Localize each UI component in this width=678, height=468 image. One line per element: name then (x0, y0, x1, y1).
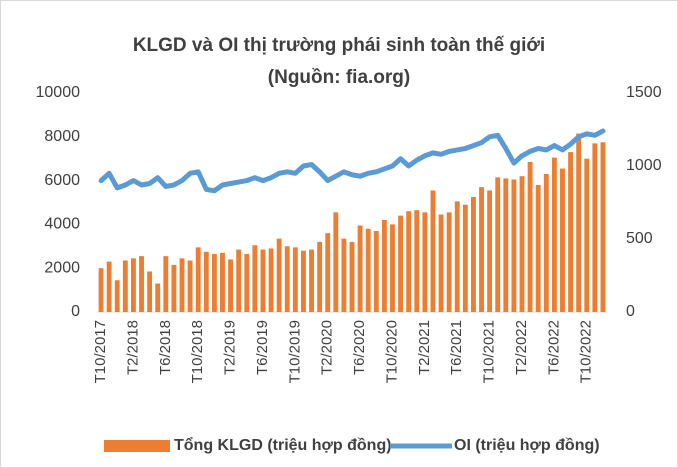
bar (122, 260, 128, 312)
bar (131, 258, 136, 312)
bar (503, 178, 509, 312)
bar (98, 268, 104, 312)
bar (163, 256, 169, 312)
bar (381, 220, 387, 312)
x-tick-label: T6/2020 (351, 320, 368, 375)
bar (414, 210, 420, 312)
x-tick-label: T6/2021 (448, 320, 465, 375)
bar (495, 177, 501, 312)
bar (576, 133, 582, 312)
y2-tick-label: 0 (626, 303, 635, 320)
bar (592, 143, 598, 312)
bar (471, 197, 476, 312)
bar (187, 260, 193, 312)
x-tick-label: T10/2020 (383, 320, 400, 383)
x-tick-label: T6/2019 (254, 320, 271, 375)
y-tick-label: 2000 (44, 259, 80, 276)
bar (568, 152, 573, 312)
x-tick-label: T10/2022 (578, 320, 595, 383)
x-tick-label: T2/2020 (319, 320, 336, 375)
bar (479, 187, 484, 312)
bar (155, 283, 161, 312)
bar (114, 280, 120, 312)
x-tick-label: T10/2017 (92, 320, 109, 383)
bar (284, 246, 290, 312)
y2-tick-label: 1000 (626, 157, 662, 174)
bar (341, 238, 347, 312)
x-tick-label: T10/2019 (286, 320, 303, 383)
y-tick-label: 6000 (44, 172, 80, 189)
bar (551, 157, 557, 312)
bar (462, 204, 468, 312)
bar (365, 228, 371, 312)
bar (106, 261, 112, 312)
line (98, 128, 606, 194)
bar (535, 184, 541, 312)
bar (195, 247, 201, 312)
bar (244, 253, 250, 312)
bar (301, 250, 306, 312)
bar (390, 224, 395, 312)
bar (268, 248, 274, 312)
y-tick-label: 10000 (36, 84, 81, 101)
legend-label: Tổng KLGD (triệu hợp đồng) (174, 436, 392, 454)
y-tick-label: 0 (71, 303, 80, 320)
bar (292, 247, 298, 312)
y2-tick-label: 500 (626, 230, 653, 247)
bar (446, 212, 452, 312)
bar (317, 241, 323, 312)
x-tick-label: T6/2022 (545, 320, 562, 375)
bar (220, 252, 225, 312)
bar (228, 259, 233, 312)
bar (560, 168, 565, 312)
y2-tick-label: 1500 (626, 84, 662, 101)
bar (203, 251, 209, 312)
chart-subtitle: (Nguồn: fia.org) (268, 67, 410, 88)
bar (147, 271, 153, 312)
bar (511, 179, 517, 312)
bar (276, 238, 282, 312)
chart-title: KLGD và OI thị trường phái sinh toàn thế… (133, 35, 545, 56)
bar (349, 241, 355, 312)
bar (357, 225, 363, 312)
bar (252, 245, 258, 312)
bar (309, 249, 314, 312)
bar (600, 142, 606, 312)
bar (422, 212, 428, 312)
x-tick-label: T2/2021 (416, 320, 433, 375)
bar (211, 253, 217, 312)
bar (333, 212, 339, 312)
x-tick-label: T2/2018 (124, 320, 141, 375)
bar (398, 215, 403, 312)
bar (487, 190, 493, 312)
bar (430, 190, 436, 312)
bar (527, 161, 533, 312)
legend-swatch (104, 440, 170, 452)
bar (543, 174, 549, 312)
x-tick-label: T2/2019 (222, 320, 239, 375)
bar (584, 158, 590, 312)
legend-label: OI (triệu hợp đồng) (454, 437, 600, 454)
x-tick-label: T2/2022 (513, 320, 530, 375)
bar (236, 249, 242, 312)
bar (406, 211, 412, 312)
x-tick-label: T10/2018 (189, 320, 206, 383)
bar (325, 233, 331, 312)
x-tick-label: T6/2018 (157, 320, 174, 375)
bar (373, 230, 379, 312)
bar (260, 249, 266, 312)
bar (179, 258, 185, 312)
y-tick-label: 8000 (44, 128, 80, 145)
x-tick-label: T10/2021 (481, 320, 498, 383)
bar (438, 214, 444, 312)
bar (171, 264, 177, 312)
bar (454, 201, 460, 312)
bar (519, 176, 525, 312)
bar (139, 256, 144, 312)
y-tick-label: 4000 (44, 216, 80, 233)
